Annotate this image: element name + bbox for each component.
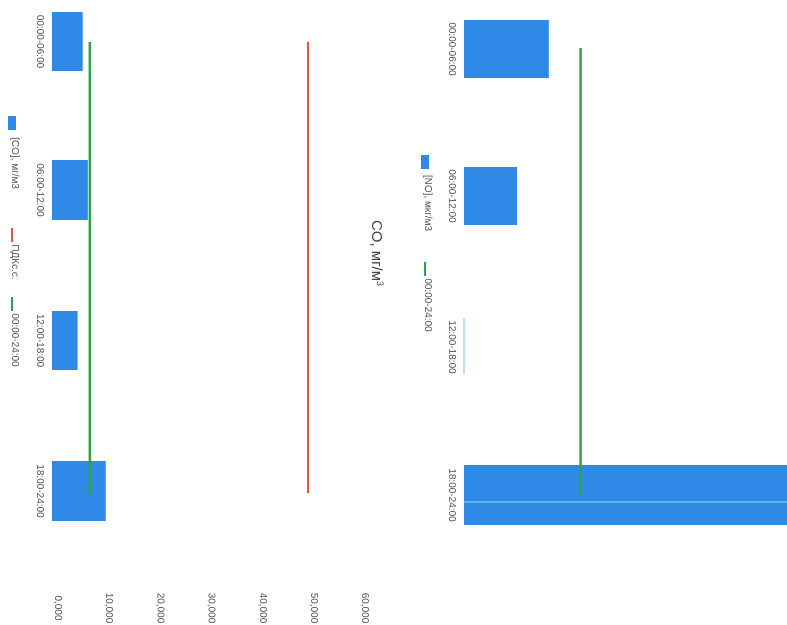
- left-tick-label: 20,000: [154, 593, 165, 624]
- left-category-label: 06:00-12:00: [34, 163, 45, 217]
- left-legend-swatch-co: [8, 116, 16, 130]
- left-category-label: 12:00-18:00: [34, 314, 45, 368]
- left-legend-limit: ПДКс.с.: [9, 244, 20, 279]
- left-legend-daily: 00:00-24:00: [9, 313, 20, 367]
- right-legend-swatch-no: [421, 155, 429, 169]
- left-tick-label: 40,000: [257, 593, 268, 624]
- right-bar: [464, 167, 517, 225]
- left-bar: [52, 12, 83, 71]
- right-bar: [464, 465, 787, 525]
- right-category-label: 18:00-24:00: [446, 468, 457, 522]
- right-category-label: 12:00-18:00: [446, 320, 457, 374]
- left-tick-label: 10,000: [103, 593, 114, 624]
- left-category-label: 00:00-06:00: [34, 15, 45, 69]
- right-category-label: 06:00-12:00: [446, 169, 457, 223]
- left-tick-label: 0,000: [52, 595, 63, 620]
- right-category-label: 00:00-06:00: [446, 22, 457, 76]
- left-legend-co: [CO], мг/м3: [9, 137, 20, 189]
- chart-left: 00:00-06:00 06:00-12:00 12:00-18:00 18:00-2…: [8, 12, 370, 624]
- left-category-label: 18:00-24:00: [34, 464, 45, 518]
- chart-right: CO, мг/м3 00:00-06:00 06:00-12:00 12:00-18…: [368, 20, 787, 525]
- left-bar: [52, 311, 78, 370]
- left-bar: [52, 461, 106, 521]
- right-chart-title: CO, мг/м3: [368, 220, 385, 286]
- left-tick-label: 60,000: [359, 593, 370, 624]
- left-bar: [52, 160, 88, 220]
- right-bar: [464, 20, 549, 78]
- right-legend-no: [NO], мкг/м3: [422, 175, 433, 232]
- left-tick-label: 50,000: [308, 593, 319, 624]
- right-legend-daily: 00:00-24:00: [422, 278, 433, 332]
- left-tick-label: 30,000: [206, 593, 217, 624]
